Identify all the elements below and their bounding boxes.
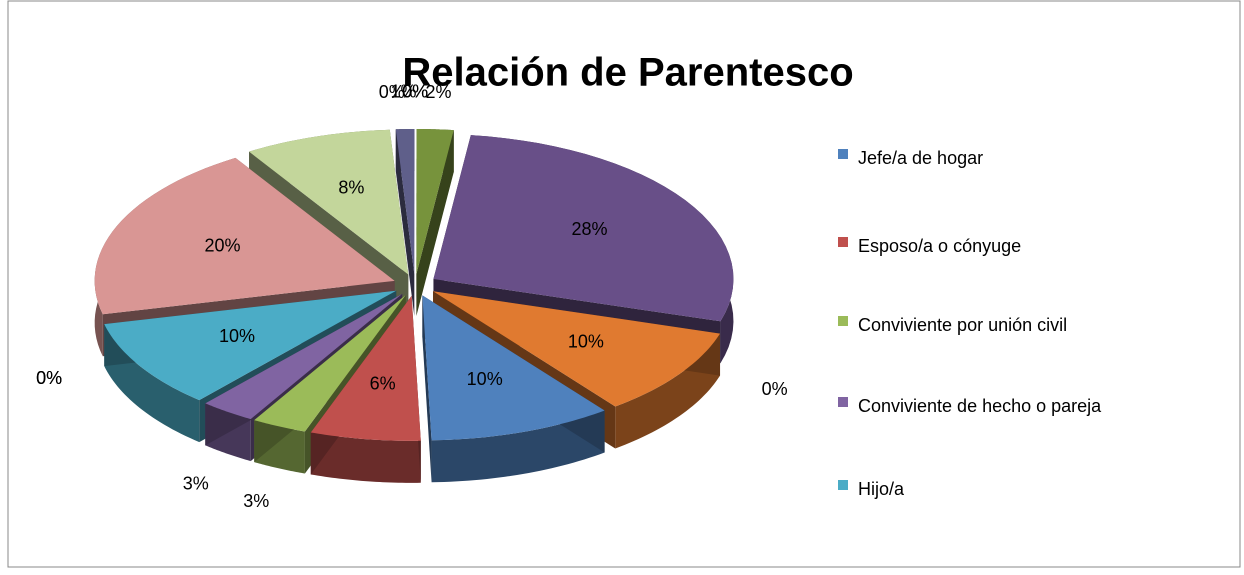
chart-title: Relación de Parentesco [402, 51, 853, 95]
data-label: 2% [426, 82, 452, 102]
legend-label: Esposo/a o cónyuge [858, 236, 1021, 256]
data-label: 0% [36, 368, 62, 388]
data-label: 3% [183, 474, 209, 494]
legend-label: Conviviente por unión civil [858, 315, 1067, 335]
data-label: 28% [572, 219, 608, 239]
data-label: 8% [338, 178, 364, 198]
data-label: 10% [467, 369, 503, 389]
legend-swatch [838, 480, 848, 490]
data-label: 0% [402, 82, 428, 102]
data-label: 10% [219, 326, 255, 346]
legend-swatch [838, 149, 848, 159]
legend-swatch [838, 237, 848, 247]
data-label: 0% [762, 379, 788, 399]
legend-label: Conviviente de hecho o pareja [858, 396, 1102, 416]
legend-label: Jefe/a de hogar [858, 148, 983, 168]
legend-swatch [838, 316, 848, 326]
data-label: 20% [205, 235, 241, 255]
legend-swatch [838, 397, 848, 407]
legend-label: Hijo/a [858, 479, 905, 499]
data-label: 10% [568, 331, 604, 351]
data-label: 3% [243, 491, 269, 511]
data-label: 6% [370, 373, 396, 393]
